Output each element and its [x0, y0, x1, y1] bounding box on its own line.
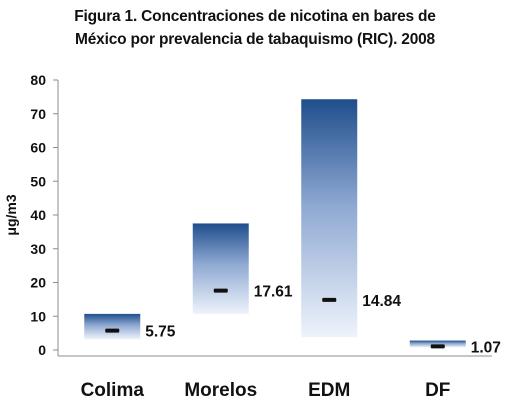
median-marker	[105, 328, 120, 333]
y-tick-label: 10	[30, 308, 46, 324]
y-tick-label: 30	[30, 241, 46, 257]
bar-morelos	[192, 223, 249, 314]
median-label: 1.07	[471, 339, 501, 356]
y-tick-label: 80	[30, 72, 46, 88]
median-marker	[430, 344, 445, 349]
median-label: 5.75	[145, 324, 176, 341]
bar-edm	[301, 99, 358, 338]
median-marker	[213, 288, 228, 293]
bars: 5.75 17.61 14.84 1.07	[84, 99, 501, 356]
category-label: EDM	[308, 380, 350, 401]
category-label: Morelos	[184, 380, 257, 401]
y-tick-label: 50	[30, 173, 46, 189]
y-axis-ticks: 0 10 20 30 40 50 60 70 80	[30, 72, 58, 358]
y-tick-label: 60	[30, 140, 46, 156]
y-tick-label: 70	[30, 106, 46, 122]
median-label: 14.84	[362, 293, 401, 310]
y-axis-label: μg/m3	[3, 194, 19, 235]
bar-df	[409, 340, 466, 348]
category-labels: Colima Morelos EDM DF	[81, 380, 451, 401]
bar-colima	[84, 313, 141, 340]
category-label: DF	[425, 380, 450, 401]
chart-title-line-1: Figura 1. Concentraciones de nicotina en…	[74, 8, 436, 25]
y-tick-label: 40	[30, 207, 46, 223]
y-tick-label: 0	[38, 342, 46, 358]
median-marker	[322, 297, 337, 302]
category-label: Colima	[81, 380, 145, 401]
y-tick-label: 20	[30, 275, 46, 291]
chart-title-line-2: México por prevalencia de tabaquismo (RI…	[75, 31, 435, 48]
median-label: 17.61	[254, 284, 293, 301]
